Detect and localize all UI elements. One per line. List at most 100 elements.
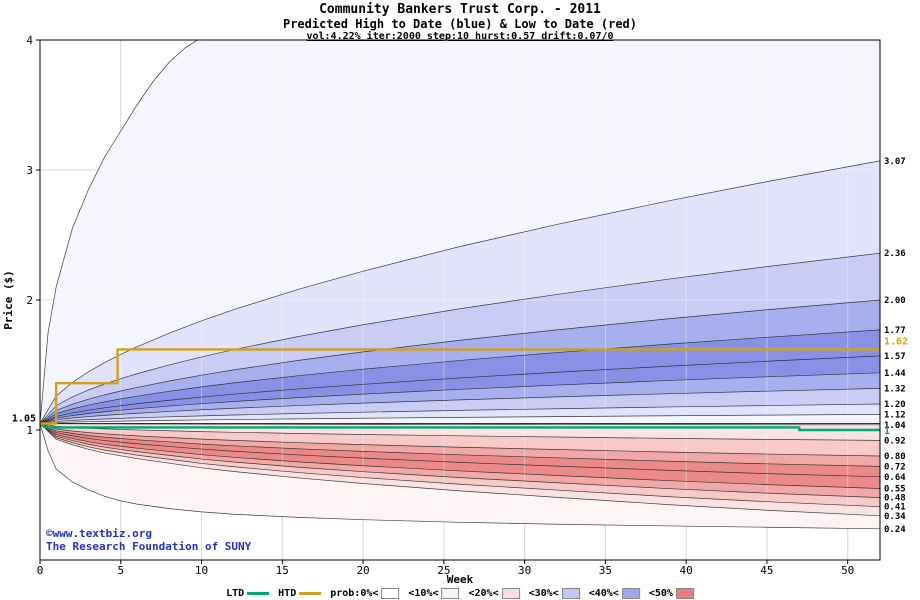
ltd-value-label: 1 xyxy=(884,426,890,437)
legend-item-prob-0: prob:0%< xyxy=(330,588,400,599)
x-tick-label: 40 xyxy=(680,564,693,577)
right-price-label: 0.34 xyxy=(884,512,906,522)
percentile-boundary-line xyxy=(40,160,880,424)
percentile-boundary-line xyxy=(40,423,880,467)
right-price-label: 1.12 xyxy=(884,410,906,420)
chart-title: Community Bankers Trust Corp. - 2011 xyxy=(319,2,601,17)
right-price-label: 1.04 xyxy=(884,421,906,431)
legend-item-ltd-label: LTD xyxy=(226,588,245,599)
legend-item-prob-2: <20%< xyxy=(468,588,520,599)
low-probability-band xyxy=(40,423,880,456)
percentile-boundary-line xyxy=(40,252,880,424)
right-price-label: 0.92 xyxy=(884,436,906,446)
prob-band-swatch-2 xyxy=(501,588,520,599)
prob-band-swatch-4 xyxy=(621,588,640,599)
percentile-boundary-line xyxy=(40,403,880,424)
y-tick-label: 2 xyxy=(26,294,33,307)
x-tick-label: 5 xyxy=(117,564,124,577)
high-probability-band xyxy=(40,355,880,424)
watermark-site: ©www.textbiz.org xyxy=(46,527,152,540)
low-probability-band xyxy=(40,423,880,529)
legend-item-prob-1: <10%< xyxy=(408,588,460,599)
legend-item-prob-4-label: <40%< xyxy=(588,588,619,599)
ltd-line-swatch xyxy=(247,592,270,595)
htd-line xyxy=(40,348,880,425)
percentile-boundary-line xyxy=(40,423,880,478)
percentile-boundary-line xyxy=(40,423,880,530)
y-axis-title: Price ($) xyxy=(2,270,15,330)
right-price-label: 2.00 xyxy=(884,296,906,306)
high-probability-band xyxy=(40,40,880,424)
low-probability-band xyxy=(40,423,880,507)
right-price-label: 0.55 xyxy=(884,485,906,495)
watermark-org: The Research Foundation of SUNY xyxy=(46,540,252,553)
y-tick-label: 4 xyxy=(26,34,33,47)
x-tick-label: 45 xyxy=(760,564,773,577)
right-price-label: 3.07 xyxy=(884,157,906,167)
legend-item-htd-label: HTD xyxy=(278,588,297,599)
high-probability-band xyxy=(40,329,880,424)
legend-item-prob-5-label: <50% xyxy=(648,588,673,599)
legend-item-prob-1-label: <10%< xyxy=(408,588,439,599)
htd-value-label: 1.62 xyxy=(884,336,908,347)
right-price-label: 1.57 xyxy=(884,352,906,362)
right-price-label: 1.44 xyxy=(884,369,906,379)
percentile-boundary-line xyxy=(40,423,880,489)
chart-subtitle: Predicted High to Date (blue) & Low to D… xyxy=(282,17,637,31)
x-axis-title: Week xyxy=(447,573,474,586)
x-tick-label: 25 xyxy=(437,564,450,577)
high-probability-band xyxy=(40,300,880,424)
ltd-line xyxy=(40,422,880,432)
legend-item-htd: HTD xyxy=(278,588,322,599)
right-price-label: 0.48 xyxy=(884,494,906,504)
low-probability-band xyxy=(40,423,880,498)
high-probability-band xyxy=(40,404,880,424)
right-price-label: 0.24 xyxy=(884,525,906,535)
right-price-label: 2.36 xyxy=(884,249,906,259)
x-tick-label: 30 xyxy=(518,564,531,577)
legend-item-prob-2-label: <20%< xyxy=(468,588,499,599)
right-price-label: 1.77 xyxy=(884,326,906,336)
high-probability-band xyxy=(40,388,880,424)
x-tick-label: 20 xyxy=(356,564,369,577)
percentile-boundary-line xyxy=(40,372,880,424)
right-price-label: 0.41 xyxy=(884,503,906,513)
percentile-boundary-line xyxy=(40,388,880,424)
legend: LTD HTD prob:0%< <10%< <20%< <30%< <40%< <50% xyxy=(226,588,694,599)
legend-item-prob-3-label: <30%< xyxy=(528,588,559,599)
percentile-boundary-line xyxy=(40,414,880,424)
high-probability-band xyxy=(40,253,880,424)
percentile-boundary-line xyxy=(40,355,880,424)
legend-item-prob-3: <30%< xyxy=(529,588,580,599)
htd-line-swatch xyxy=(299,592,322,595)
x-tick-label: 35 xyxy=(599,564,612,577)
prob-band-swatch-0 xyxy=(381,588,400,599)
chart-header: Community Bankers Trust Corp. - 2011 Pre… xyxy=(0,2,920,42)
x-tick-label: 10 xyxy=(195,564,208,577)
start-price-label: 1.05 xyxy=(12,414,36,425)
high-probability-band xyxy=(40,160,880,424)
right-price-label: 1.20 xyxy=(884,400,906,410)
right-price-label: 0.64 xyxy=(884,473,906,483)
legend-item-prob-4: <40%< xyxy=(589,588,640,599)
x-tick-label: 50 xyxy=(841,564,854,577)
high-probability-band xyxy=(40,414,880,424)
percentile-boundary-line xyxy=(40,40,199,424)
high-probability-band xyxy=(40,372,880,424)
percentile-boundary-line xyxy=(40,423,880,517)
prob-band-swatch-5 xyxy=(675,588,694,599)
percentile-boundary-line xyxy=(40,423,880,457)
y-tick-label: 3 xyxy=(26,164,33,177)
x-tick-label: 15 xyxy=(276,564,289,577)
y-tick-label: 1 xyxy=(26,424,33,437)
x-tick-label: 0 xyxy=(37,564,44,577)
low-probability-band xyxy=(40,423,880,516)
prob-band-swatch-3 xyxy=(561,588,580,599)
legend-item-prob-0-label: prob:0%< xyxy=(330,588,379,599)
right-price-label: 1.32 xyxy=(884,384,906,394)
low-probability-band xyxy=(40,423,880,467)
right-price-label: 0.72 xyxy=(884,462,906,472)
legend-item-ltd: LTD xyxy=(226,588,270,599)
